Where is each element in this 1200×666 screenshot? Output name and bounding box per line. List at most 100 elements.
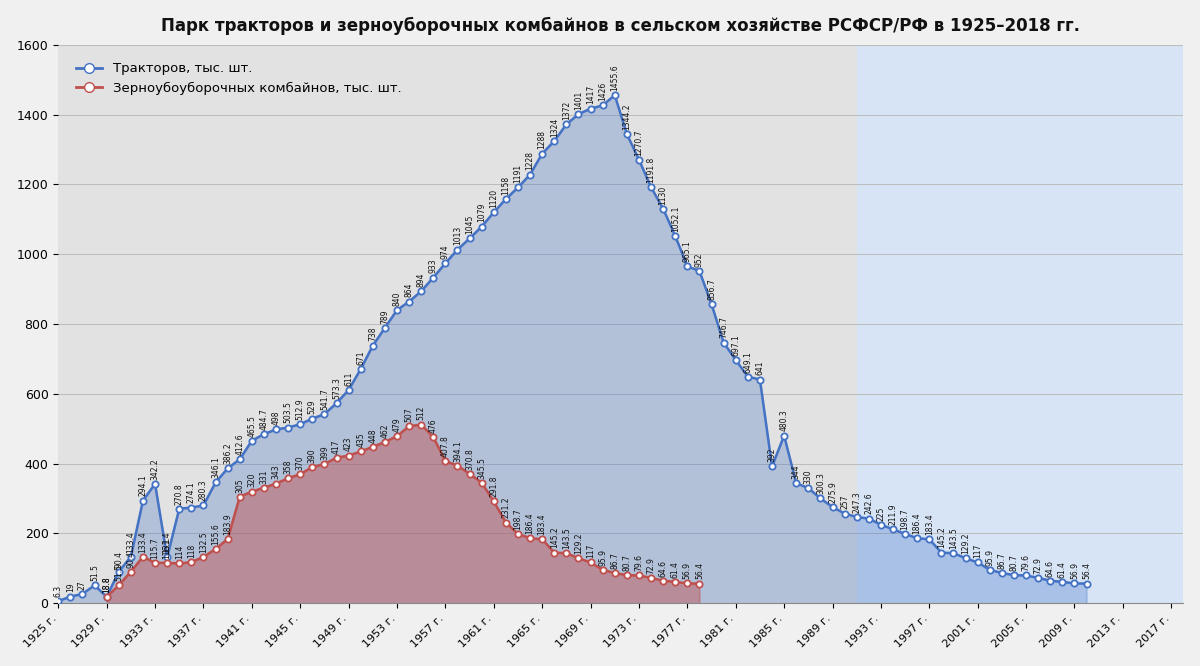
Text: 448: 448 bbox=[368, 428, 377, 443]
Text: 247.3: 247.3 bbox=[852, 491, 862, 513]
Text: 231.2: 231.2 bbox=[502, 497, 510, 518]
Text: 56.4: 56.4 bbox=[1082, 562, 1091, 579]
Text: 1079: 1079 bbox=[478, 203, 486, 222]
Text: 370.8: 370.8 bbox=[466, 448, 474, 470]
Text: 573.3: 573.3 bbox=[332, 377, 341, 399]
Text: 79.6: 79.6 bbox=[635, 554, 643, 571]
Text: 370: 370 bbox=[295, 456, 305, 470]
Text: 1401: 1401 bbox=[574, 91, 583, 110]
Text: 18.8: 18.8 bbox=[102, 576, 112, 593]
Text: 933: 933 bbox=[428, 259, 438, 274]
Text: 51.5: 51.5 bbox=[90, 564, 100, 581]
Text: 746.7: 746.7 bbox=[719, 316, 728, 338]
Text: 300.3: 300.3 bbox=[816, 472, 824, 494]
Text: 462: 462 bbox=[380, 424, 389, 438]
Text: 856.7: 856.7 bbox=[707, 278, 716, 300]
Text: 1372: 1372 bbox=[562, 101, 571, 120]
Text: 183.4: 183.4 bbox=[925, 513, 934, 535]
Text: 198.7: 198.7 bbox=[900, 508, 910, 529]
Text: 61.4: 61.4 bbox=[671, 561, 679, 577]
Text: 529: 529 bbox=[308, 400, 317, 414]
Text: 294.1: 294.1 bbox=[138, 475, 148, 496]
Text: 27: 27 bbox=[78, 580, 86, 589]
Text: 541.7: 541.7 bbox=[320, 388, 329, 410]
Text: 186.4: 186.4 bbox=[913, 512, 922, 534]
Text: 611: 611 bbox=[344, 372, 353, 386]
Text: 390: 390 bbox=[308, 448, 317, 463]
Text: 974: 974 bbox=[440, 244, 450, 259]
Text: 1045: 1045 bbox=[466, 215, 474, 234]
Text: 498: 498 bbox=[271, 411, 281, 426]
Text: 1426: 1426 bbox=[598, 82, 607, 101]
Text: 79.6: 79.6 bbox=[1021, 554, 1031, 571]
Text: 155.6: 155.6 bbox=[211, 523, 220, 545]
Text: 738: 738 bbox=[368, 327, 377, 342]
Text: 512.9: 512.9 bbox=[295, 398, 305, 420]
Text: 117: 117 bbox=[973, 544, 982, 558]
Text: 965.1: 965.1 bbox=[683, 240, 692, 262]
Text: 407.8: 407.8 bbox=[440, 435, 450, 457]
Text: 198.7: 198.7 bbox=[514, 508, 522, 529]
Text: 117: 117 bbox=[586, 544, 595, 558]
Text: 19: 19 bbox=[66, 583, 74, 593]
Text: 64.6: 64.6 bbox=[1045, 559, 1055, 577]
Text: 331: 331 bbox=[259, 469, 269, 484]
Text: 95.9: 95.9 bbox=[985, 549, 995, 565]
Text: 143.5: 143.5 bbox=[562, 527, 571, 549]
Text: 386.2: 386.2 bbox=[223, 443, 232, 464]
Text: 145.2: 145.2 bbox=[550, 527, 559, 548]
Text: 412.6: 412.6 bbox=[235, 434, 245, 455]
Text: 1270.7: 1270.7 bbox=[635, 129, 643, 155]
Text: 305: 305 bbox=[235, 478, 245, 493]
Legend: Тракторов, тыс. шт., Зерноубоуборочных комбайнов, тыс. шт.: Тракторов, тыс. шт., Зерноубоуборочных к… bbox=[71, 57, 407, 100]
Title: Парк тракторов и зерноуборочных комбайнов в сельском хозяйстве РСФСР/РФ в 1925–2: Парк тракторов и зерноуборочных комбайно… bbox=[161, 17, 1080, 35]
Text: 345.5: 345.5 bbox=[478, 457, 486, 478]
Text: 275.9: 275.9 bbox=[828, 481, 838, 503]
Text: 1324: 1324 bbox=[550, 118, 559, 137]
Text: 56.9: 56.9 bbox=[1070, 562, 1079, 579]
Text: 507: 507 bbox=[404, 408, 414, 422]
Text: 133.4: 133.4 bbox=[126, 531, 136, 553]
Text: 61.4: 61.4 bbox=[1058, 561, 1067, 577]
Text: 1228: 1228 bbox=[526, 151, 534, 170]
Text: 95.9: 95.9 bbox=[598, 549, 607, 565]
Text: 435: 435 bbox=[356, 433, 365, 448]
Text: 133.4: 133.4 bbox=[138, 531, 148, 553]
Text: 484.7: 484.7 bbox=[259, 408, 269, 430]
Text: 320: 320 bbox=[247, 473, 257, 488]
Text: 270.8: 270.8 bbox=[175, 483, 184, 505]
Text: 671: 671 bbox=[356, 350, 365, 365]
Text: 116.1: 116.1 bbox=[163, 537, 172, 559]
Text: 1455.6: 1455.6 bbox=[611, 65, 619, 91]
Text: 417: 417 bbox=[332, 439, 341, 454]
Text: 1052.1: 1052.1 bbox=[671, 205, 679, 232]
Text: 145.2: 145.2 bbox=[937, 527, 946, 548]
Text: 330: 330 bbox=[804, 470, 812, 484]
Text: 358: 358 bbox=[283, 460, 293, 474]
Text: 343: 343 bbox=[271, 465, 281, 480]
Text: 143.5: 143.5 bbox=[949, 527, 958, 549]
Text: 789: 789 bbox=[380, 309, 389, 324]
Text: 503.5: 503.5 bbox=[283, 402, 293, 424]
Text: 274.1: 274.1 bbox=[187, 482, 196, 503]
Bar bbox=[59, 45, 857, 603]
Text: 1417: 1417 bbox=[586, 85, 595, 105]
Text: 1288: 1288 bbox=[538, 131, 547, 149]
Text: 64.6: 64.6 bbox=[659, 559, 667, 577]
Text: 115.7: 115.7 bbox=[150, 537, 160, 559]
Text: 118: 118 bbox=[187, 543, 196, 558]
Text: 129.2: 129.2 bbox=[574, 533, 583, 554]
Text: 952: 952 bbox=[695, 252, 704, 267]
Text: 225: 225 bbox=[876, 506, 886, 521]
Text: 114: 114 bbox=[175, 545, 184, 559]
Text: 211.9: 211.9 bbox=[888, 503, 898, 525]
Text: 399: 399 bbox=[320, 445, 329, 460]
Text: 476: 476 bbox=[428, 418, 438, 433]
Text: 1191: 1191 bbox=[514, 165, 522, 183]
Text: 291.8: 291.8 bbox=[490, 476, 498, 498]
Text: 86.7: 86.7 bbox=[997, 552, 1007, 569]
Text: 465.5: 465.5 bbox=[247, 415, 257, 437]
Text: 257: 257 bbox=[840, 495, 850, 509]
Text: 479: 479 bbox=[392, 418, 402, 432]
Text: 480.3: 480.3 bbox=[780, 410, 788, 432]
